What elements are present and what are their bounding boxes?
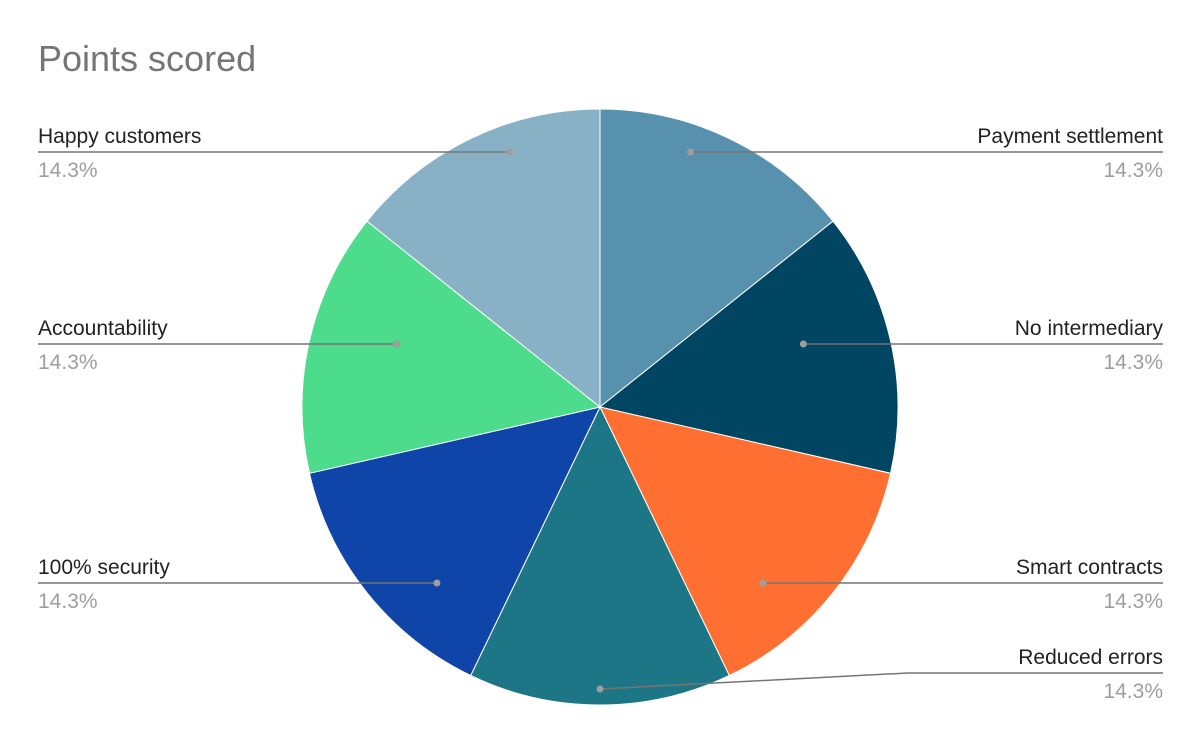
leader-line-reduced-errors bbox=[599, 672, 1163, 690]
pie-slice-reduced-errors bbox=[470, 405, 730, 706]
slice-label-100-security: 100% security bbox=[38, 556, 170, 579]
leader-dot-happy-customers bbox=[505, 148, 513, 156]
slice-label-happy-customers: Happy customers bbox=[38, 125, 201, 148]
slice-label-reduced-errors: Reduced errors bbox=[1018, 646, 1163, 669]
slice-label-smart-contracts: Smart contracts bbox=[1016, 556, 1163, 579]
slice-label-no-intermediary: No intermediary bbox=[1015, 317, 1164, 340]
leader-dot-100-security bbox=[433, 579, 441, 587]
slice-percent-accountability: 14.3% bbox=[38, 351, 98, 374]
slice-percent-payment-settlement: 14.3% bbox=[1103, 159, 1163, 182]
slice-label-accountability: Accountability bbox=[38, 317, 168, 340]
slice-label-payment-settlement: Payment settlement bbox=[977, 125, 1163, 148]
slice-percent-no-intermediary: 14.3% bbox=[1103, 351, 1163, 374]
pie-slice-100-security bbox=[308, 406, 601, 677]
chart-title: Points scored bbox=[38, 38, 257, 79]
pie-slice-accountability bbox=[301, 220, 602, 474]
pie-slice-no-intermediary bbox=[598, 220, 899, 474]
slice-percent-smart-contracts: 14.3% bbox=[1103, 590, 1163, 613]
slice-percent-100-security: 14.3% bbox=[38, 590, 98, 613]
leader-dot-smart-contracts bbox=[759, 579, 767, 587]
slice-percent-reduced-errors: 14.3% bbox=[1103, 680, 1163, 703]
leader-dot-payment-settlement bbox=[687, 148, 695, 156]
slice-percent-happy-customers: 14.3% bbox=[38, 159, 98, 182]
pie-slice-happy-customers bbox=[366, 108, 601, 409]
leader-dot-accountability bbox=[393, 340, 401, 348]
pie-slice-smart-contracts bbox=[599, 406, 892, 677]
pie-slice-payment-settlement bbox=[599, 108, 834, 409]
leader-dot-reduced-errors bbox=[596, 685, 604, 693]
leader-dot-no-intermediary bbox=[799, 340, 807, 348]
